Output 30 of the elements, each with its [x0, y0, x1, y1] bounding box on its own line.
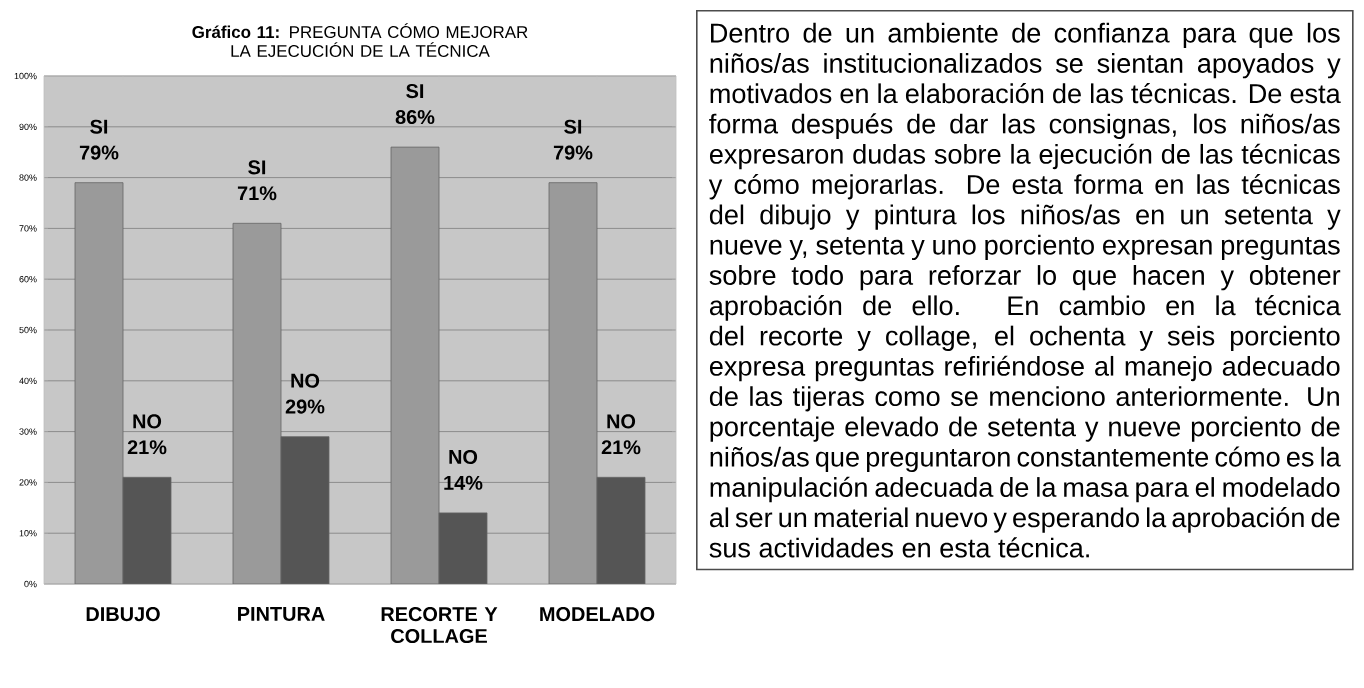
bar — [390, 146, 440, 584]
data-label: 71% — [237, 186, 277, 201]
x-tick-label: MODELADO — [540, 607, 655, 622]
bar — [548, 182, 598, 584]
text: NO — [449, 449, 478, 464]
text: NO — [291, 373, 320, 388]
bar — [438, 512, 488, 584]
text: SI — [406, 84, 424, 99]
x-tick-label: RECORTE Y COLLAGE — [381, 607, 498, 644]
text: NO — [607, 414, 636, 429]
x-tick-label: DIBUJO — [86, 607, 160, 622]
text: SI — [90, 119, 108, 134]
x-tick-label: PINTURA — [238, 607, 325, 621]
bar — [232, 222, 282, 584]
text: NO — [133, 414, 162, 429]
data-label: 14% — [444, 475, 483, 490]
data-label: 79% — [79, 145, 119, 160]
text: SI — [248, 160, 266, 175]
chart-title: Gráfico 11: PREGUNTA CÓMO MEJORAR LA EJECUCIÓN DE LA TÉCNICA — [192, 23, 528, 57]
data-label: 21% — [127, 440, 167, 455]
bar — [122, 476, 172, 584]
bar — [596, 476, 646, 584]
data-label: 86% — [395, 109, 435, 125]
text: SI — [564, 119, 582, 134]
data-label: 79% — [553, 145, 593, 160]
bar — [280, 436, 330, 584]
text: Dentro de un ambiente de confianza para que los niños/as institucionalizados se sientan apoyados y motivados en la elaboración de las técnicas. De esta forma después de dar las consignas, los niños/as expresaron dudas sobre la ejecución de las técnicas y cómo mejorarlas. De esta forma en las técnicas del dibujo y pintura los niños/as en un setenta y nueve y, setenta y uno porciento expresan preguntas sobre todo para reforzar lo que hacen y obtener aprobación de ello. En cambio en la técnica del recorte y collage, el ochenta y seis porciento expresa preguntas refiriéndose al manejo adecuado de las tijeras como se menciono anteriormente. Un porcentaje elevado de setenta y nueve porciento de niños/as que preguntaron constantemente cómo es la manipulación adecuada de la masa para el modelado al ser un material nuevo y esperando la aprobación de sus actividades en esta técnica. — [708, 22, 1341, 558]
data-label: 29% — [285, 399, 325, 414]
bar — [74, 182, 124, 584]
data-label: 21% — [601, 440, 641, 455]
